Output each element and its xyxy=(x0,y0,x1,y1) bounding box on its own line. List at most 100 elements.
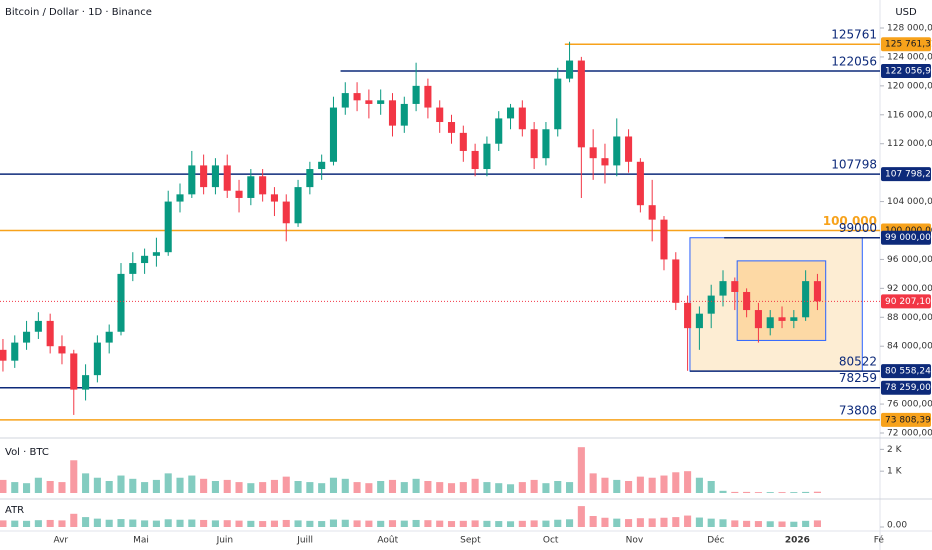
bar xyxy=(424,481,432,493)
bar xyxy=(802,491,810,493)
bar xyxy=(259,521,267,527)
y-tick-label: 84 000,00 xyxy=(887,342,932,352)
bar xyxy=(200,519,208,527)
currency[interactable]: USD xyxy=(895,7,917,18)
bar xyxy=(365,483,373,493)
bar xyxy=(813,520,821,527)
y-tick-label: 72 000,00 xyxy=(887,429,932,439)
candle-body xyxy=(447,122,456,133)
candle-body xyxy=(176,194,184,202)
level-price-label: 122 056,95 xyxy=(885,66,932,76)
bar xyxy=(176,477,184,493)
bar xyxy=(412,519,420,527)
bar xyxy=(695,517,703,527)
bar xyxy=(483,520,491,527)
candle-body xyxy=(46,320,54,347)
bar xyxy=(259,482,267,493)
candle-body xyxy=(813,281,821,302)
level-price-tag xyxy=(881,364,931,379)
candle-body xyxy=(341,93,349,108)
y-tick-label: 112 000,00 xyxy=(887,139,932,149)
bar xyxy=(211,481,219,493)
bar xyxy=(188,475,196,493)
candle-body xyxy=(613,136,621,166)
bar xyxy=(447,483,456,493)
bar xyxy=(105,481,113,493)
bar xyxy=(554,519,562,527)
bar xyxy=(306,520,314,527)
candle-body xyxy=(223,165,231,191)
bar xyxy=(0,479,7,493)
candle-body xyxy=(554,78,562,130)
level-price-label: 99 000,00 xyxy=(885,233,931,243)
x-tick-label: Déc xyxy=(707,535,724,546)
bar xyxy=(495,521,503,527)
candle-body xyxy=(58,346,66,354)
bar xyxy=(46,519,54,527)
bar xyxy=(613,518,621,527)
bar xyxy=(566,519,574,527)
candle-body xyxy=(672,259,680,303)
bar xyxy=(152,479,160,493)
bar xyxy=(530,520,538,527)
bar xyxy=(613,479,621,493)
candle-body xyxy=(247,176,255,198)
candle-body xyxy=(388,100,397,126)
x-tick-label: Juill xyxy=(296,536,313,546)
bar xyxy=(282,476,290,493)
bar xyxy=(577,506,585,527)
bar xyxy=(506,484,515,493)
bar xyxy=(247,520,255,527)
bar xyxy=(542,483,550,493)
bar xyxy=(672,517,680,527)
bar xyxy=(601,477,609,493)
y-tick-label: 1 K xyxy=(887,467,903,477)
x-tick-label: Juin xyxy=(216,536,234,546)
level-price-label: 107 798,20 xyxy=(885,170,932,180)
candle-body xyxy=(625,136,633,162)
y-tick-label: 0.00 xyxy=(887,521,907,531)
level-price-tag xyxy=(881,230,931,245)
candle-body xyxy=(495,118,503,144)
candle-body xyxy=(23,331,31,343)
bar xyxy=(70,513,78,527)
bar xyxy=(353,482,361,493)
bar xyxy=(341,519,349,527)
bar xyxy=(188,519,196,527)
bar xyxy=(294,520,302,527)
bar xyxy=(731,520,739,527)
candle-body xyxy=(0,349,7,361)
y-tick-label: 88 000,00 xyxy=(887,313,932,323)
candle-body xyxy=(400,103,408,126)
candle-body xyxy=(164,201,172,253)
bar xyxy=(58,482,66,493)
candle-body xyxy=(70,353,78,390)
bar xyxy=(589,473,597,493)
candle-body xyxy=(601,158,609,166)
candle-body xyxy=(200,165,208,188)
level-price-label: 80 558,24 xyxy=(885,367,931,377)
last-price-label: 90 207,10 xyxy=(885,297,931,307)
candle-body xyxy=(377,100,385,104)
level-price-tag xyxy=(881,63,931,78)
bar xyxy=(129,519,137,527)
bar xyxy=(436,520,444,527)
bar xyxy=(471,478,479,493)
bar xyxy=(566,482,574,493)
candle-body xyxy=(471,150,479,170)
bar xyxy=(636,476,644,493)
x-tick-label: Août xyxy=(377,536,398,546)
level-text: 125761 xyxy=(831,28,877,42)
bar xyxy=(707,518,715,527)
level-price-tag xyxy=(881,167,931,182)
level-price-tag xyxy=(881,380,931,395)
bar xyxy=(306,482,314,493)
level-text: 122056 xyxy=(831,54,877,68)
bar xyxy=(436,482,444,493)
bar xyxy=(625,481,633,493)
bar xyxy=(790,521,798,527)
level-price-label: 78 259,00 xyxy=(885,383,931,393)
candle-body xyxy=(695,313,703,329)
bar xyxy=(11,520,19,527)
bar xyxy=(754,492,762,493)
